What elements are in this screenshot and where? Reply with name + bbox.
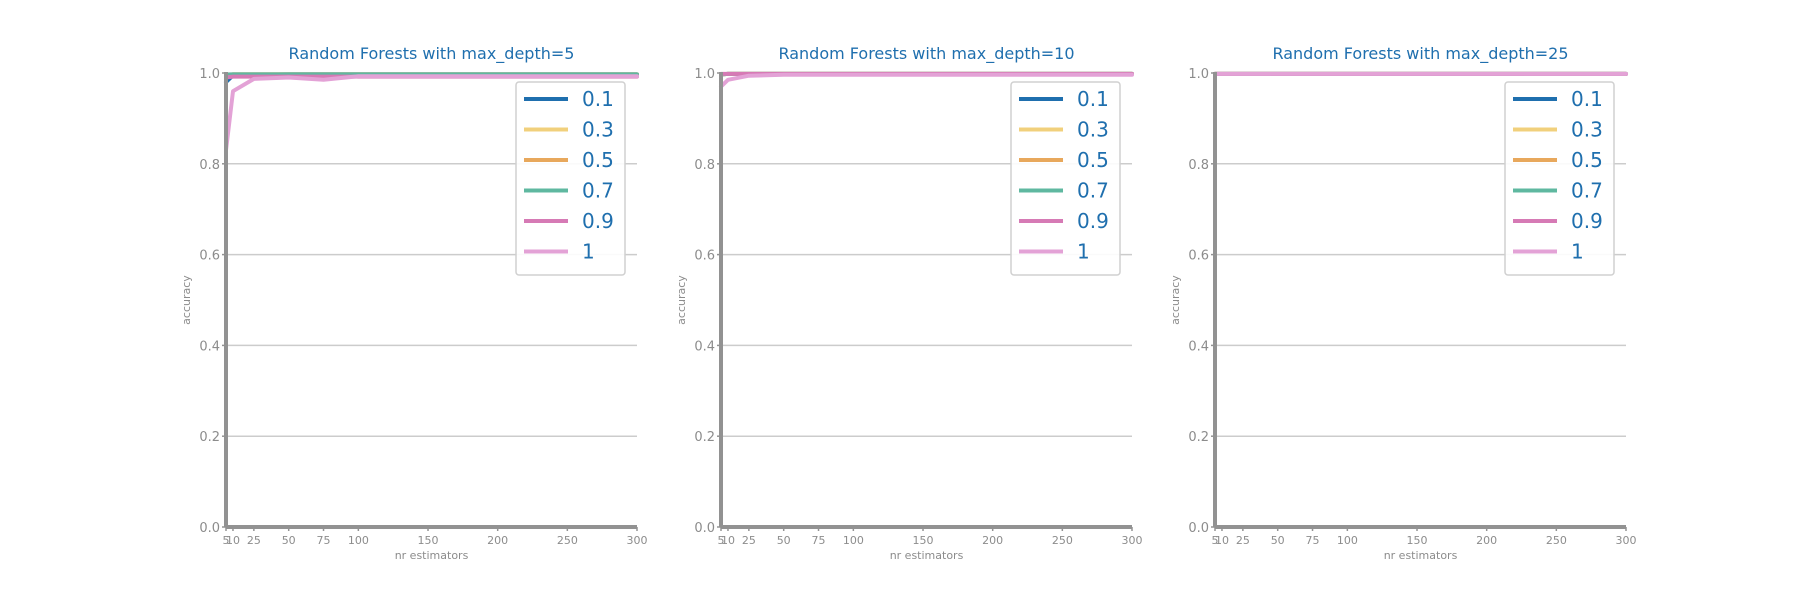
chart-title: Random Forests with max_depth=10 xyxy=(778,44,1074,64)
legend-label: 1 xyxy=(1077,240,1090,264)
y-tick-label: 0.6 xyxy=(199,249,220,264)
chart-title: Random Forests with max_depth=25 xyxy=(1272,44,1568,64)
legend-label: 0.1 xyxy=(582,87,614,111)
series-line-1 xyxy=(224,74,639,153)
y-tick-label: 0.2 xyxy=(694,430,715,445)
legend-label: 0.7 xyxy=(582,179,614,203)
y-tick-label: 0.6 xyxy=(1188,249,1209,264)
x-tick-label: 300 xyxy=(627,534,648,547)
y-tick-label: 0.8 xyxy=(694,158,715,173)
x-tick-label: 75 xyxy=(317,534,331,547)
x-tick-label: 150 xyxy=(418,534,439,547)
legend-label: 0.9 xyxy=(582,209,614,233)
x-tick-label: 10 xyxy=(1215,534,1229,547)
x-tick-label: 250 xyxy=(1546,534,1567,547)
x-tick-label: 50 xyxy=(1271,534,1285,547)
y-axis-label: accuracy xyxy=(1169,275,1182,325)
chart-panel-2: 0.0 0.2 0.4 0.6 0.8 1.0 510 25 50 75 100 150 200 250 3… xyxy=(675,44,1143,562)
x-tick-label: 25 xyxy=(1236,534,1250,547)
x-tick-label: 300 xyxy=(1616,534,1637,547)
x-tick-label: 200 xyxy=(487,534,508,547)
x-tick-label: 150 xyxy=(913,534,934,547)
x-tick-label: 5 xyxy=(1212,534,1219,547)
x-axis-label: nr estimators xyxy=(1384,549,1458,562)
x-axis-label: nr estimators xyxy=(395,549,469,562)
legend-label: 0.1 xyxy=(1571,87,1603,111)
chart-title: Random Forests with max_depth=5 xyxy=(289,44,575,64)
legend-label: 0.5 xyxy=(1077,148,1109,172)
y-tick-label: 0.4 xyxy=(694,339,715,354)
y-tick-label: 0.4 xyxy=(1188,339,1209,354)
x-tick-label: 200 xyxy=(982,534,1003,547)
y-tick-label: 0.6 xyxy=(694,249,715,264)
x-tick-label: 75 xyxy=(1306,534,1320,547)
legend-label: 0.9 xyxy=(1077,209,1109,233)
x-tick-label: 100 xyxy=(843,534,864,547)
legend-label: 0.1 xyxy=(1077,87,1109,111)
y-tick-label: 0.0 xyxy=(199,521,220,536)
legend: 0.1 0.3 0.5 0.7 0.9 1 xyxy=(1010,81,1121,276)
legend: 0.1 0.3 0.5 0.7 0.9 1 xyxy=(515,81,626,276)
y-tick-label: 1.0 xyxy=(1188,67,1209,82)
chart-panel-1: 0.0 0.2 0.4 0.6 0.8 1.0 510 25 50 75 100 150 200 250 3… xyxy=(180,44,648,562)
legend-label: 0.5 xyxy=(1571,148,1603,172)
x-tick-label: 100 xyxy=(1337,534,1358,547)
legend-label: 0.9 xyxy=(1571,209,1603,233)
x-tick-label: 75 xyxy=(812,534,826,547)
y-tick-label: 0.0 xyxy=(1188,521,1209,536)
x-tick-label: 50 xyxy=(777,534,791,547)
x-tick-label: 25 xyxy=(742,534,756,547)
legend: 0.1 0.3 0.5 0.7 0.9 1 xyxy=(1504,81,1615,276)
x-axis-label: nr estimators xyxy=(890,549,964,562)
y-axis-label: accuracy xyxy=(180,275,193,325)
y-tick-label: 0.8 xyxy=(1188,158,1209,173)
legend-label: 0.3 xyxy=(582,118,614,142)
chart-panel-3: 0.0 0.2 0.4 0.6 0.8 1.0 510 25 50 75 100 150 200 250 3… xyxy=(1169,44,1637,562)
x-tick-label: 10 xyxy=(721,534,735,547)
y-tick-label: 0.2 xyxy=(199,430,220,445)
x-tick-label: 5 xyxy=(223,534,230,547)
x-tick-label: 100 xyxy=(348,534,369,547)
y-tick-label: 0.2 xyxy=(1188,430,1209,445)
legend-label: 0.7 xyxy=(1077,179,1109,203)
x-tick-label: 250 xyxy=(557,534,578,547)
x-tick-label: 50 xyxy=(282,534,296,547)
x-tick-label: 5 xyxy=(718,534,725,547)
x-tick-label: 10 xyxy=(226,534,240,547)
x-tick-label: 25 xyxy=(247,534,261,547)
legend-label: 0.3 xyxy=(1571,118,1603,142)
x-tick-label: 200 xyxy=(1476,534,1497,547)
x-tick-label: 250 xyxy=(1052,534,1073,547)
y-tick-label: 0.0 xyxy=(694,521,715,536)
legend-label: 0.5 xyxy=(582,148,614,172)
y-tick-label: 1.0 xyxy=(694,67,715,82)
y-axis-label: accuracy xyxy=(675,275,688,325)
y-tick-label: 0.4 xyxy=(199,339,220,354)
legend-label: 0.3 xyxy=(1077,118,1109,142)
series-line-1 xyxy=(719,72,1134,89)
legend-label: 0.7 xyxy=(1571,179,1603,203)
y-tick-label: 1.0 xyxy=(199,67,220,82)
legend-label: 1 xyxy=(1571,240,1584,264)
x-tick-label: 300 xyxy=(1122,534,1143,547)
legend-label: 1 xyxy=(582,240,595,264)
y-tick-label: 0.8 xyxy=(199,158,220,173)
x-tick-label: 150 xyxy=(1407,534,1428,547)
